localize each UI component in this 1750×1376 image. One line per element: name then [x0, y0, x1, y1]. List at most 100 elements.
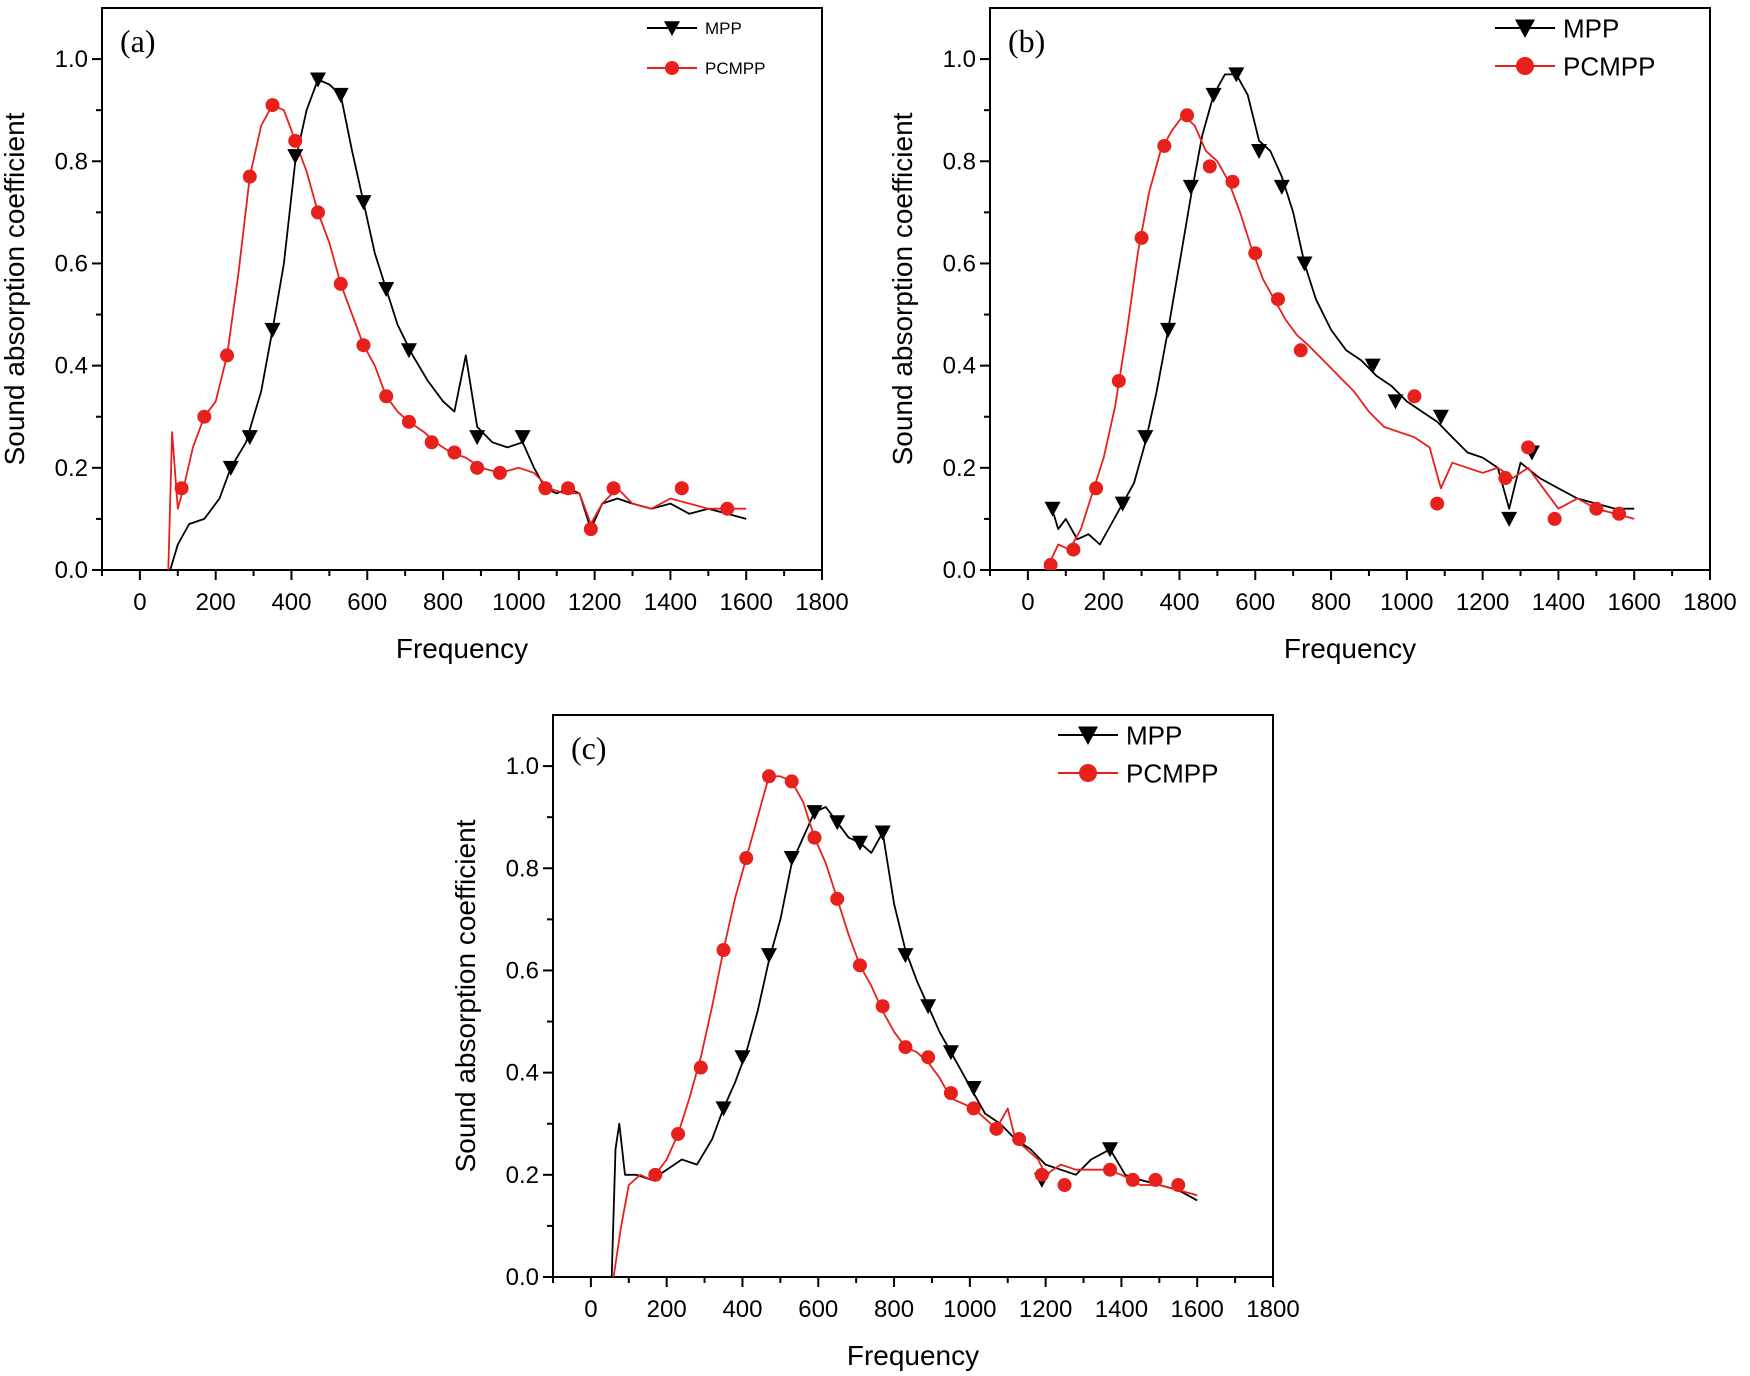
marker-pcmpp	[174, 481, 189, 496]
panel-label: (c)	[571, 730, 607, 766]
marker-mpp	[241, 430, 258, 446]
marker-pcmpp	[739, 851, 754, 866]
marker-pcmpp	[830, 891, 845, 906]
y-tick-label: 0.2	[506, 1162, 539, 1189]
marker-mpp	[469, 430, 486, 446]
marker-mpp	[920, 999, 937, 1015]
legend-label-mpp: MPP	[705, 19, 742, 38]
x-tick-label: 600	[347, 589, 387, 616]
marker-mpp	[965, 1080, 982, 1096]
y-tick-label: 0.0	[55, 557, 88, 584]
x-tick-label: 1800	[1683, 589, 1736, 616]
marker-pcmpp	[424, 435, 439, 450]
marker-pcmpp	[693, 1060, 708, 1075]
series-line-mpp	[1049, 73, 1635, 546]
y-tick-label: 0.8	[943, 148, 976, 175]
marker-mpp	[287, 149, 304, 165]
marker-pcmpp	[1134, 230, 1149, 245]
marker-pcmpp	[1407, 389, 1422, 404]
marker-mpp	[761, 948, 777, 964]
marker-pcmpp	[1271, 292, 1285, 307]
marker-pcmpp	[333, 276, 348, 291]
marker-pcmpp	[966, 1101, 981, 1116]
panel-label: (b)	[1008, 23, 1045, 59]
marker-pcmpp	[852, 958, 867, 973]
marker-pcmpp	[538, 481, 553, 496]
marker-mpp	[1251, 144, 1268, 160]
marker-mpp	[1137, 430, 1154, 446]
y-axis-title: Sound absorption coefficient	[0, 112, 30, 465]
marker-pcmpp	[1125, 1172, 1140, 1187]
marker-pcmpp	[447, 445, 462, 460]
y-tick-label: 0.4	[943, 353, 976, 380]
marker-mpp	[400, 343, 417, 359]
marker-mpp	[355, 195, 372, 211]
panel-b: 0 200 400 600 800 1000 1200 1400 1600 1800 0.0 0.2 0…	[887, 7, 1737, 664]
legend: MPP PCMPP	[1058, 720, 1218, 788]
marker-pcmpp	[561, 481, 576, 496]
x-tick-label: 1000	[1380, 589, 1433, 616]
marker-pcmpp	[401, 414, 416, 429]
y-tick-label: 0.8	[506, 855, 539, 882]
y-tick-label: 0.4	[55, 353, 88, 380]
y-tick-label: 0.2	[55, 455, 88, 482]
marker-pcmpp	[898, 1040, 913, 1055]
marker-pcmpp	[1012, 1132, 1027, 1147]
marker-pcmpp	[1043, 557, 1058, 570]
legend-marker-mpp	[664, 21, 680, 36]
plot-area	[1043, 67, 1635, 570]
x-tick-label: 1400	[644, 589, 697, 616]
marker-pcmpp	[1111, 373, 1126, 388]
series-line-pcmpp	[1047, 114, 1635, 566]
marker-mpp	[851, 835, 868, 851]
marker-mpp	[1364, 358, 1381, 374]
marker-pcmpp	[671, 1126, 686, 1141]
legend-label-mpp: MPP	[1563, 13, 1619, 43]
marker-pcmpp	[265, 98, 280, 113]
x-tick-label: 1000	[943, 1296, 996, 1323]
marker-mpp	[1273, 179, 1290, 195]
marker-pcmpp	[1498, 471, 1513, 486]
panel-a: 0 200 400 600 800 1000 1200 1400 1600 1800 0.0 0.2 0…	[0, 7, 849, 664]
legend-marker-mpp	[1078, 726, 1098, 745]
marker-pcmpp	[807, 830, 822, 845]
y-tick-label: 1.0	[943, 46, 976, 73]
x-tick-label: 400	[722, 1296, 762, 1323]
y-tick-label: 0.8	[55, 148, 88, 175]
legend-marker-pcmpp	[665, 61, 679, 75]
x-axis-title: Frequency	[847, 1340, 979, 1371]
legend-label-mpp: MPP	[1126, 720, 1182, 750]
y-tick-label: 0.0	[943, 557, 976, 584]
legend-label-pcmpp: PCMPP	[1126, 758, 1218, 788]
marker-mpp	[1160, 322, 1177, 338]
legend-label-pcmpp: PCMPP	[1563, 51, 1655, 81]
marker-pcmpp	[583, 522, 598, 537]
marker-mpp	[897, 948, 914, 964]
plot-frame	[989, 7, 1711, 571]
marker-pcmpp	[288, 133, 303, 148]
marker-mpp	[1044, 501, 1061, 517]
marker-mpp	[715, 1101, 732, 1117]
marker-mpp	[332, 87, 349, 103]
x-tick-label: 1800	[1246, 1296, 1299, 1323]
x-tick-label: 1600	[1171, 1296, 1224, 1323]
legend-marker-mpp	[1515, 19, 1535, 38]
marker-pcmpp	[1521, 440, 1536, 455]
marker-mpp	[1432, 409, 1449, 425]
marker-pcmpp	[220, 348, 235, 363]
marker-pcmpp	[197, 409, 212, 424]
y-tick-label: 0.2	[943, 455, 976, 482]
marker-pcmpp	[606, 481, 621, 496]
x-tick-label: 1200	[568, 589, 621, 616]
marker-pcmpp	[762, 769, 776, 784]
series-line-mpp	[169, 78, 747, 570]
marker-pcmpp	[1066, 542, 1081, 557]
marker-pcmpp	[470, 460, 485, 475]
marker-mpp	[1228, 67, 1245, 83]
x-tick-label: 600	[798, 1296, 838, 1323]
marker-pcmpp	[492, 465, 507, 480]
x-tick-label: 200	[1084, 589, 1124, 616]
marker-mpp	[1102, 1142, 1119, 1158]
marker-mpp	[1205, 87, 1222, 103]
legend: MPP PCMPP	[1495, 13, 1655, 81]
